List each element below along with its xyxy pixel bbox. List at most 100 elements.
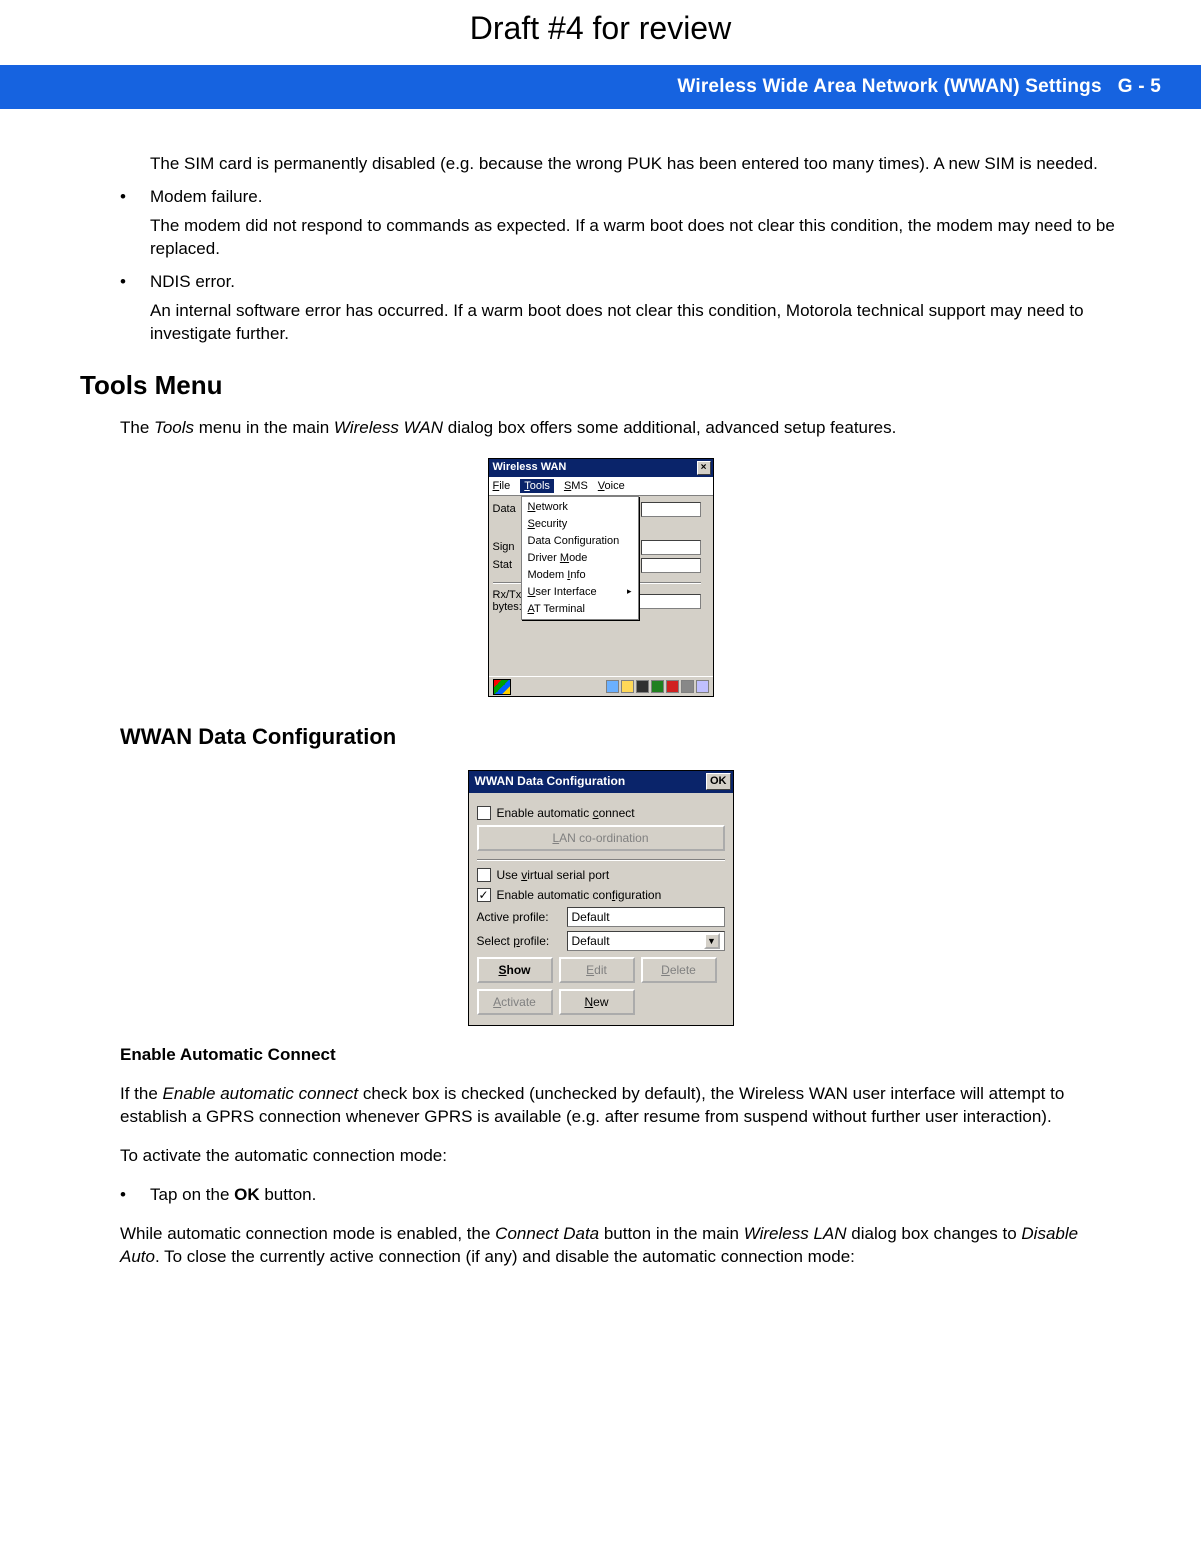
text: The (120, 418, 154, 437)
bullet-dot: • (120, 186, 150, 209)
label-auto-config: Enable automatic configuration (497, 887, 662, 903)
system-tray (606, 680, 709, 693)
field (641, 502, 701, 517)
row-select-profile: Select profile: Default ▼ (477, 931, 725, 951)
lan-coordination-button: LAN co-ordination (477, 825, 725, 851)
row-virtual-serial: Use virtual serial port (477, 867, 725, 883)
screenshot-data-config: WWAN Data Configuration OK Enable automa… (80, 770, 1121, 1027)
menu-tools[interactable]: Tools (520, 479, 554, 494)
select-profile-dropdown[interactable]: Default ▼ (567, 931, 725, 951)
row-auto-config: ✓ Enable automatic configuration (477, 887, 725, 903)
bullet-modem-body: The modem did not respond to commands as… (150, 215, 1121, 261)
text-italic: Connect Data (495, 1224, 599, 1243)
checkbox-enable-auto-connect[interactable] (477, 806, 491, 820)
tray-icon[interactable] (696, 680, 709, 693)
taskbar (489, 676, 713, 696)
menu-voice[interactable]: Voice (598, 479, 625, 494)
wireless-wan-window: Wireless WAN × File Tools SMS Voice Data… (488, 458, 714, 698)
text: menu in the main (194, 418, 334, 437)
row-enable-auto-connect: Enable automatic connect (477, 805, 725, 821)
label-data: Data (493, 502, 516, 517)
menu-file[interactable]: File (493, 479, 511, 494)
data-config-window: WWAN Data Configuration OK Enable automa… (468, 770, 734, 1027)
delete-button: Delete (641, 957, 717, 983)
start-icon[interactable] (493, 679, 511, 695)
bullet-dot: • (120, 1184, 150, 1207)
tray-icon[interactable] (681, 680, 694, 693)
menu-item-user-interface[interactable]: User Interface (522, 584, 638, 601)
label-select-profile: Select profile: (477, 933, 567, 949)
text: . To close the currently active connecti… (155, 1247, 855, 1266)
bullet-modem: • Modem failure. (120, 186, 1121, 209)
text: Tap on the (150, 1185, 234, 1204)
chevron-down-icon[interactable]: ▼ (704, 933, 720, 949)
label-sign: Sign (493, 540, 515, 555)
draft-header: Draft #4 for review (0, 0, 1201, 65)
menu-item-security[interactable]: Security (522, 516, 638, 533)
active-profile-field: Default (567, 907, 725, 927)
field-tx (629, 594, 701, 609)
menu-item-modem-info[interactable]: Modem Info (522, 567, 638, 584)
tray-icon[interactable] (621, 680, 634, 693)
activate-button: Activate (477, 989, 553, 1015)
menu-sms[interactable]: SMS (564, 479, 588, 494)
bullet-tap-text: Tap on the OK button. (150, 1184, 1121, 1207)
enable-auto-paragraph: If the Enable automatic connect check bo… (120, 1083, 1121, 1129)
close-icon[interactable]: × (697, 461, 711, 475)
text-italic: Wireless WAN (334, 418, 443, 437)
page-content: The SIM card is permanently disabled (e.… (0, 109, 1201, 1269)
window-body: Enable automatic connect LAN co-ordinati… (469, 793, 733, 1026)
checkbox-virtual-serial[interactable] (477, 868, 491, 882)
text: dialog box offers some additional, advan… (443, 418, 896, 437)
window-title: WWAN Data Configuration (475, 773, 707, 789)
label-active-profile: Active profile: (477, 909, 567, 925)
tray-icon[interactable] (666, 680, 679, 693)
field-value: Default (572, 933, 610, 949)
text: button in the main (599, 1224, 744, 1243)
text-bold: OK (234, 1185, 260, 1204)
field (641, 540, 701, 555)
new-button[interactable]: New (559, 989, 635, 1015)
bullet-ndis-title: NDIS error. (150, 271, 1121, 294)
text: button. (260, 1185, 317, 1204)
label-virtual-serial: Use virtual serial port (497, 867, 610, 883)
menu-item-data-config[interactable]: Data Configuration (522, 533, 638, 550)
checkbox-auto-config[interactable]: ✓ (477, 888, 491, 902)
while-paragraph: While automatic connection mode is enabl… (120, 1223, 1121, 1269)
menubar: File Tools SMS Voice (489, 477, 713, 497)
header-band: Wireless Wide Area Network (WWAN) Settin… (0, 65, 1201, 109)
tray-icon[interactable] (636, 680, 649, 693)
tray-icon[interactable] (651, 680, 664, 693)
edit-button: Edit (559, 957, 635, 983)
menu-item-at-terminal[interactable]: AT Terminal (522, 601, 638, 618)
text: If the (120, 1084, 163, 1103)
button-grid: Show Edit Delete Activate New (477, 957, 725, 1015)
window-titlebar: Wireless WAN × (489, 459, 713, 477)
label-stat: Stat (493, 558, 513, 573)
text: dialog box changes to (847, 1224, 1022, 1243)
field (641, 558, 701, 573)
bullet-tap-ok: • Tap on the OK button. (120, 1184, 1121, 1207)
divider (477, 859, 725, 861)
field-value: Default (572, 909, 610, 925)
tools-dropdown: Network Security Data Configuration Driv… (521, 496, 639, 620)
text-italic: Wireless LAN (744, 1224, 847, 1243)
screenshot-wireless-wan: Wireless WAN × File Tools SMS Voice Data… (80, 458, 1121, 702)
tray-icon[interactable] (606, 680, 619, 693)
show-button[interactable]: Show (477, 957, 553, 983)
band-title: Wireless Wide Area Network (WWAN) Settin… (677, 76, 1101, 98)
text-italic: Tools (154, 418, 194, 437)
window-titlebar: WWAN Data Configuration OK (469, 771, 733, 793)
window-body: Data Sign Stat Rx/Tx bytes: Network Secu… (489, 496, 713, 676)
menu-item-network[interactable]: Network (522, 499, 638, 516)
label-bytes: bytes: (493, 600, 522, 615)
bullet-ndis-body: An internal software error has occurred.… (150, 300, 1121, 346)
activate-paragraph: To activate the automatic connection mod… (120, 1145, 1121, 1168)
text: While automatic connection mode is enabl… (120, 1224, 495, 1243)
menu-item-driver-mode[interactable]: Driver Mode (522, 550, 638, 567)
ok-button[interactable]: OK (706, 773, 731, 790)
heading-enable-auto-connect: Enable Automatic Connect (120, 1044, 1121, 1067)
window-title: Wireless WAN (493, 460, 697, 475)
bullet-modem-title: Modem failure. (150, 186, 1121, 209)
heading-tools-menu: Tools Menu (80, 368, 1121, 403)
